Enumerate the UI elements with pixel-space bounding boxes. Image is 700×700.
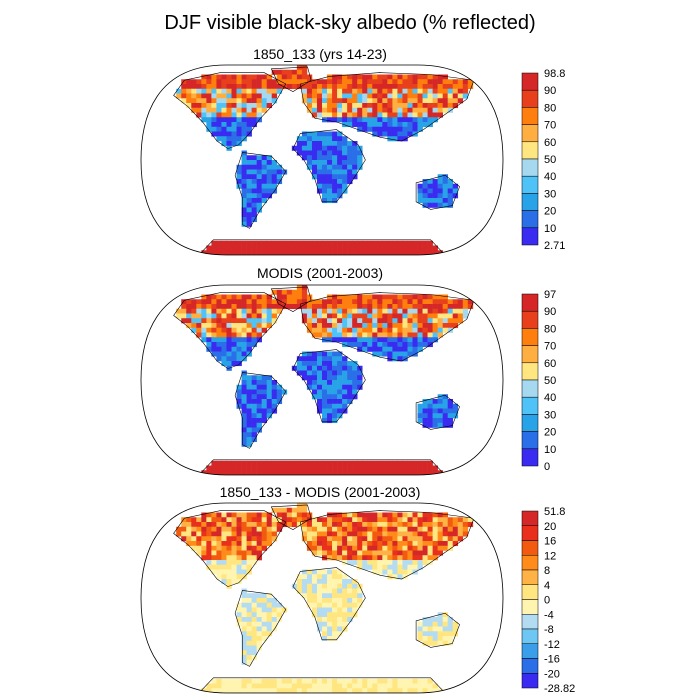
panel-1-title: 1850_133 (yrs 14-23) xyxy=(253,46,387,62)
colorbar-label: 97 xyxy=(544,289,556,301)
colorbar-label: 16 xyxy=(544,536,556,548)
colorbar-label: 10 xyxy=(544,444,556,456)
figure-title: DJF visible black-sky albedo (% reflecte… xyxy=(164,12,536,34)
panel-1-colorbar: 98.8 90 80 70 60 50 40 30 20 10 2.71 xyxy=(521,68,565,252)
panel-2-title: MODIS (2001-2003) xyxy=(256,265,384,281)
panel-1-map-frame xyxy=(140,64,504,256)
colorbar-label: -16 xyxy=(544,654,560,666)
colorbar-swatch xyxy=(521,584,539,600)
colorbar-label: 10 xyxy=(544,223,556,235)
colorbar-swatch xyxy=(521,310,539,329)
colorbar-label: 80 xyxy=(544,323,556,335)
colorbar-label: 70 xyxy=(544,120,556,132)
panel-3-map-frame xyxy=(140,502,504,694)
colorbar-swatch xyxy=(521,555,539,571)
colorbar-label: 20 xyxy=(544,206,556,218)
colorbar-label: -28.82 xyxy=(544,683,575,695)
colorbar-label: -4 xyxy=(544,609,554,621)
colorbar-swatch xyxy=(521,628,539,644)
colorbar-label: 98.8 xyxy=(544,68,565,80)
colorbar-swatch xyxy=(521,124,539,143)
colorbar-label: 60 xyxy=(544,137,556,149)
colorbar-label: 60 xyxy=(544,358,556,370)
colorbar-label: 0 xyxy=(544,595,550,607)
colorbar-label: 4 xyxy=(544,580,550,592)
colorbar-swatch xyxy=(521,345,539,364)
colorbar-swatch xyxy=(521,72,539,91)
colorbar-label: 51.8 xyxy=(544,506,565,518)
colorbar-swatch xyxy=(521,158,539,177)
colorbar-label: -20 xyxy=(544,668,560,680)
colorbar-label: 50 xyxy=(544,375,556,387)
colorbar-label: 0 xyxy=(544,461,550,473)
colorbar-label: 2.71 xyxy=(544,240,565,252)
panel-3-map xyxy=(173,503,475,693)
panel-2-map xyxy=(173,285,475,475)
colorbar-swatch xyxy=(521,510,539,526)
colorbar-label: -12 xyxy=(544,639,560,651)
panel-2-map-frame xyxy=(140,284,504,476)
colorbar-swatch xyxy=(521,599,539,615)
colorbar-swatch xyxy=(521,396,539,415)
colorbar-swatch xyxy=(521,569,539,585)
colorbar-label: 40 xyxy=(544,392,556,404)
colorbar-label: 70 xyxy=(544,341,556,353)
colorbar-swatch xyxy=(521,328,539,346)
colorbar-swatch xyxy=(521,379,539,398)
colorbar-label: 30 xyxy=(544,409,556,421)
colorbar-swatch xyxy=(521,89,539,108)
colorbar-label: 90 xyxy=(544,306,556,318)
colorbar-label: 40 xyxy=(544,171,556,183)
colorbar-swatch xyxy=(521,673,539,689)
colorbar-swatch xyxy=(521,141,539,160)
panel-2-colorbar: 97 90 80 70 60 50 40 30 20 10 0 xyxy=(521,289,556,473)
panel-3-title: 1850_133 - MODIS (2001-2003) xyxy=(219,484,421,500)
colorbar-swatch xyxy=(521,525,539,541)
colorbar-label: -8 xyxy=(544,624,554,636)
colorbar-swatch xyxy=(521,448,539,467)
colorbar-label: 50 xyxy=(544,154,556,166)
colorbar-swatch xyxy=(521,414,539,432)
panel-1-map xyxy=(173,65,475,255)
panel-3-colorbar: 51.8 20 16 12 8 4 0 -4 -8 -12 -16 -20 -28.82 xyxy=(521,506,575,695)
colorbar-label: 30 xyxy=(544,188,556,200)
colorbar-label: 80 xyxy=(544,102,556,114)
colorbar-swatch xyxy=(521,658,539,674)
colorbar-label: 90 xyxy=(544,85,556,97)
colorbar-swatch xyxy=(521,107,539,125)
colorbar-label: 8 xyxy=(544,565,550,577)
colorbar-swatch xyxy=(521,193,539,211)
colorbar-label: 12 xyxy=(544,550,556,562)
colorbar-swatch xyxy=(521,210,539,229)
colorbar-swatch xyxy=(521,293,539,312)
colorbar-swatch xyxy=(521,175,539,194)
colorbar-swatch xyxy=(521,643,539,659)
colorbar-swatch xyxy=(521,540,539,556)
colorbar-swatch xyxy=(521,227,539,246)
colorbar-swatch xyxy=(521,362,539,381)
colorbar-label: 20 xyxy=(544,521,556,533)
colorbar-swatch xyxy=(521,431,539,450)
colorbar-swatch xyxy=(521,614,539,630)
colorbar-label: 20 xyxy=(544,427,556,439)
